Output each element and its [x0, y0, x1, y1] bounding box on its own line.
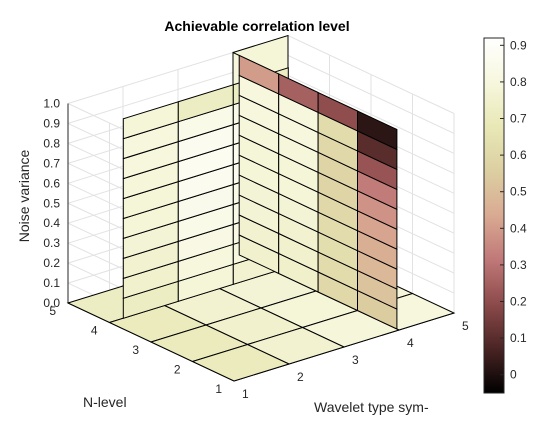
x-tick-label: 2 — [297, 370, 304, 384]
y-tick-label: 3 — [132, 343, 139, 357]
y-tick-label: 5 — [49, 304, 56, 318]
colorbar-tick-label: 0.8 — [510, 75, 527, 89]
y-tick-label: 2 — [174, 363, 181, 377]
colorbar-tick-label: 0.2 — [510, 295, 527, 309]
z-tick-label: 0.4 — [43, 216, 60, 230]
colorbar-tick-label: 0 — [510, 368, 517, 382]
colorbar-tick-label: 0.9 — [510, 38, 527, 52]
colorbar-tick-label: 0.7 — [510, 112, 527, 126]
z-tick-label: 0.2 — [43, 256, 60, 270]
colorbar-tick-label: 0.6 — [510, 148, 527, 162]
z-tick-label: 0.5 — [43, 196, 60, 210]
colorbar-gradient — [483, 37, 505, 394]
x-tick-label: 4 — [407, 336, 414, 350]
colorbar-tick-label: 0.3 — [510, 258, 527, 272]
z-tick-label: 0.3 — [43, 236, 60, 250]
colorbar: 0 0.1 0.2 0.3 0.4 0.5 0.6 0.7 0.8 0.9 — [483, 37, 527, 394]
z-tick-label: 0.8 — [43, 136, 60, 150]
colorbar-tick-label: 0.5 — [510, 185, 527, 199]
y-tick-label: 4 — [91, 324, 98, 338]
x-tick-label: 3 — [352, 353, 359, 367]
x-tick-label: 1 — [242, 387, 249, 401]
colorbar-tick-label: 0.4 — [510, 221, 527, 235]
x-axis-label: Wavelet type sym- — [314, 399, 429, 415]
y-tick-label: 1 — [215, 382, 222, 396]
x-tick-label: 5 — [462, 319, 469, 333]
z-tick-label: 0.7 — [43, 156, 60, 170]
chart-title: Achievable correlation level — [164, 18, 349, 34]
z-tick-label: 0.6 — [43, 176, 60, 190]
z-axis-label: Noise variance — [16, 149, 32, 242]
z-tick-label: 0.9 — [43, 116, 60, 130]
plot-surface — [66, 34, 456, 382]
floor-slice-cell — [191, 343, 291, 382]
z-tick-label: 1.0 — [43, 97, 60, 111]
axis-ticks: 0.0 0.1 0.2 0.3 0.4 0.5 0.6 0.7 0.8 0.9 1.0 1 2 3 4 5 1 2… — [43, 97, 469, 402]
side-slice-cell — [357, 110, 398, 151]
y-axis-label: N-level — [83, 394, 127, 410]
z-tick-label: 0.0 — [43, 296, 60, 310]
z-tick-label: 0.1 — [43, 276, 60, 290]
colorbar-tick-label: 0.1 — [510, 331, 527, 345]
